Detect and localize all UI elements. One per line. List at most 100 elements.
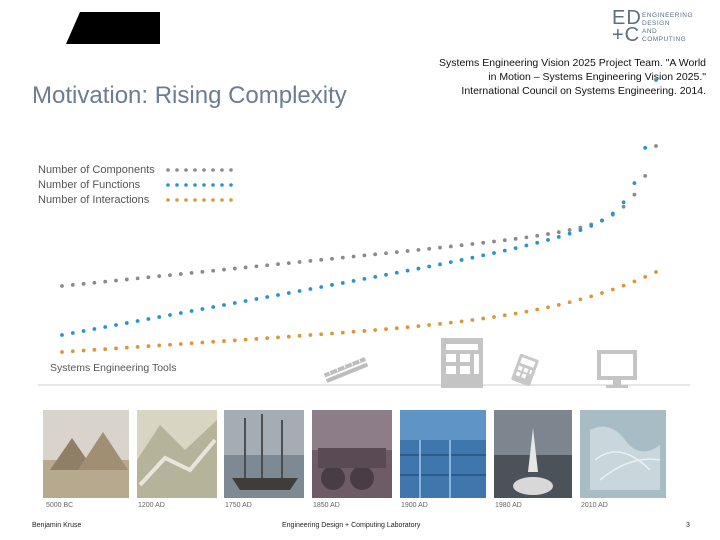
legend-dot bbox=[193, 198, 197, 202]
curve-dot bbox=[81, 281, 86, 286]
legend-dot bbox=[193, 168, 197, 172]
curve-dot bbox=[232, 301, 237, 305]
curve-dot bbox=[600, 218, 604, 223]
curve-dot bbox=[621, 204, 626, 209]
edc-logo: ED +C ENGINEERING DESIGN AND COMPUTING bbox=[612, 7, 712, 48]
curve-dot bbox=[135, 276, 140, 281]
curve-dot bbox=[254, 264, 259, 269]
curve-dot bbox=[135, 345, 140, 349]
curve-dot bbox=[416, 247, 421, 252]
curve-dot bbox=[643, 173, 648, 178]
world-map-network-photo bbox=[580, 410, 666, 498]
curve-dot bbox=[103, 279, 108, 284]
curve-dot bbox=[643, 145, 648, 150]
legend-dot bbox=[229, 168, 233, 172]
curve-dot bbox=[157, 274, 162, 279]
curve-dot bbox=[103, 347, 108, 351]
curve-dot bbox=[632, 279, 637, 284]
curve-dot bbox=[189, 341, 194, 346]
curve-dot bbox=[124, 277, 129, 282]
curve-dot bbox=[92, 280, 97, 285]
curve-dot bbox=[243, 299, 248, 303]
legend-dot bbox=[220, 168, 224, 172]
era-label: 1900 AD bbox=[401, 502, 428, 509]
curve-dot bbox=[81, 329, 86, 333]
curve-dot bbox=[556, 302, 561, 307]
curve-dot bbox=[265, 263, 270, 268]
curve-dot bbox=[81, 348, 86, 353]
curve-dot bbox=[502, 248, 507, 253]
curve-dot bbox=[513, 236, 518, 241]
footer-author: Benjamin Kruse bbox=[32, 522, 82, 529]
logo-mark: ED +C bbox=[612, 7, 642, 46]
legend-label: Number of Interactions bbox=[38, 194, 150, 206]
curve-dot bbox=[243, 337, 248, 342]
curve-dot bbox=[362, 253, 367, 258]
curve-dot bbox=[232, 266, 237, 271]
curve-dot bbox=[211, 268, 216, 273]
curve-dot bbox=[373, 252, 378, 257]
curve-dot bbox=[297, 333, 302, 338]
curve-dot bbox=[470, 242, 475, 246]
curve-dot bbox=[481, 253, 486, 258]
curve-dot bbox=[60, 333, 64, 337]
curve-dot bbox=[438, 262, 442, 267]
tools-label: Systems Engineering Tools bbox=[50, 362, 176, 374]
complexity-curves bbox=[60, 78, 658, 354]
curve-dot bbox=[114, 278, 118, 283]
curve-dot bbox=[459, 258, 464, 262]
curve-dot bbox=[384, 327, 388, 332]
curve-dot bbox=[535, 307, 540, 312]
era-label: 1200 AD bbox=[138, 502, 165, 509]
legend-dot bbox=[193, 183, 197, 187]
curve-dot bbox=[340, 255, 345, 260]
legend-dot bbox=[229, 183, 233, 187]
curve-dot bbox=[492, 239, 496, 244]
curve-dot bbox=[394, 250, 399, 255]
drafting-machine-icon bbox=[441, 338, 483, 388]
curve-dot bbox=[70, 283, 75, 287]
curve-dot bbox=[416, 324, 421, 329]
era-label: 5000 BC bbox=[46, 502, 73, 509]
logo-text: ENGINEERING DESIGN AND COMPUTING bbox=[642, 12, 694, 43]
steam-locomotive-photo bbox=[312, 410, 392, 498]
curve-dot bbox=[362, 276, 367, 281]
curve-dot bbox=[308, 287, 313, 291]
curve-dot bbox=[448, 244, 453, 249]
black-corner-shape bbox=[66, 12, 160, 44]
curve-dot bbox=[621, 200, 626, 205]
curve-dot bbox=[546, 232, 550, 236]
curve-dot bbox=[60, 350, 64, 354]
curve-dot bbox=[524, 235, 529, 240]
curve-dot bbox=[222, 339, 226, 343]
legend-dot bbox=[166, 168, 170, 172]
curve-dot bbox=[200, 307, 205, 311]
legend-dot bbox=[229, 198, 233, 202]
curve-dot bbox=[297, 289, 302, 293]
curve-dot bbox=[556, 235, 561, 239]
curve-dot bbox=[632, 192, 637, 197]
curve-dot bbox=[157, 315, 162, 319]
curve-dot bbox=[265, 295, 270, 299]
era-label: 1850 AD bbox=[313, 502, 340, 509]
curve-dot bbox=[178, 272, 183, 276]
curve-dot bbox=[535, 233, 540, 238]
curve-dot bbox=[351, 329, 356, 334]
curve-dot bbox=[567, 231, 572, 236]
legend-dot bbox=[175, 168, 179, 172]
curve-dot bbox=[60, 284, 64, 288]
curve-dot bbox=[470, 255, 475, 260]
curve-dot bbox=[70, 331, 75, 335]
curve-dot bbox=[308, 333, 313, 337]
great-wall-photo bbox=[137, 410, 217, 498]
curve-dot bbox=[168, 342, 172, 347]
curve-dot bbox=[222, 267, 226, 272]
curve-dot bbox=[330, 283, 334, 287]
curve-dot bbox=[330, 256, 334, 261]
curve-dot bbox=[200, 269, 205, 274]
curve-dot bbox=[459, 243, 464, 248]
curve-dot bbox=[394, 326, 399, 331]
curve-dot bbox=[427, 264, 432, 269]
curve-dot bbox=[92, 327, 97, 331]
